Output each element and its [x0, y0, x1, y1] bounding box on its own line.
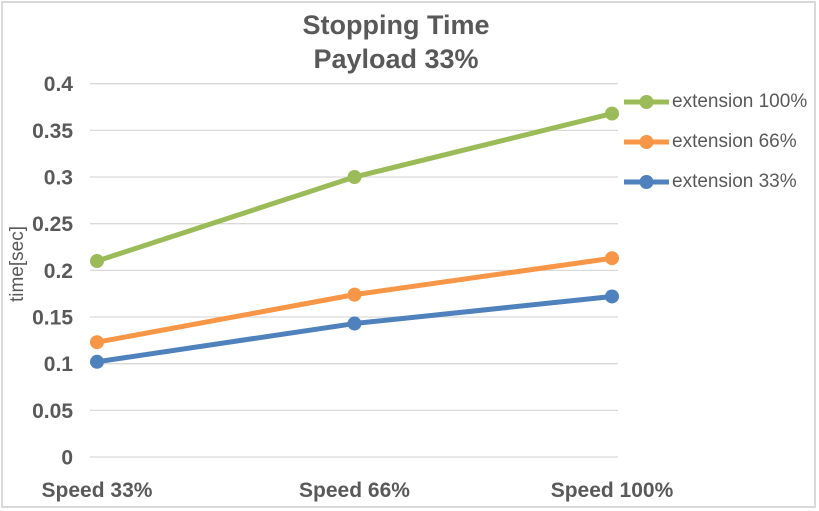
chart-title: Stopping Time	[302, 10, 490, 40]
chart-title-block: Stopping Time Payload 33%	[0, 8, 792, 76]
series-line-extension-100-	[94, 111, 615, 264]
data-point-marker	[347, 170, 362, 185]
legend-marker-icon	[624, 175, 669, 189]
x-axis-label: Speed 66%	[299, 479, 410, 502]
data-point-marker	[347, 316, 362, 331]
y-tick-label: 0.05	[32, 400, 73, 423]
y-tick-label: 0	[61, 447, 73, 470]
data-point-marker	[90, 335, 104, 350]
legend-label: extension 33%	[672, 171, 797, 192]
y-tick-label: 0.25	[32, 213, 73, 236]
legend-item: extension 33%	[623, 171, 797, 192]
data-point-marker	[90, 254, 104, 269]
legend-marker-icon	[624, 135, 669, 149]
legend-label: extension 66%	[672, 131, 797, 152]
legend-item: extension 100%	[623, 91, 808, 112]
y-tick-label: 0.3	[44, 167, 73, 190]
y-tick-label: 0.4	[44, 73, 74, 96]
legend-label: extension 100%	[672, 91, 808, 112]
data-point-marker	[605, 251, 619, 266]
y-tick-label: 0.1	[44, 353, 74, 376]
y-tick-label: 0.15	[32, 307, 73, 330]
legend: extension 100% extension 66% extension 33%	[623, 0, 819, 511]
data-point-marker	[605, 106, 619, 121]
legend-marker-icon	[624, 95, 669, 109]
data-point-marker	[605, 289, 619, 304]
y-tick-label: 0.2	[44, 260, 73, 283]
x-axis-label: Speed 33%	[42, 479, 153, 502]
data-point-marker	[90, 354, 104, 369]
legend-item: extension 66%	[623, 131, 797, 152]
data-point-marker	[347, 287, 362, 302]
chart-subtitle: Payload 33%	[313, 44, 479, 74]
x-axis-label: Speed 100%	[551, 479, 674, 502]
y-tick-label: 0.35	[32, 120, 73, 143]
